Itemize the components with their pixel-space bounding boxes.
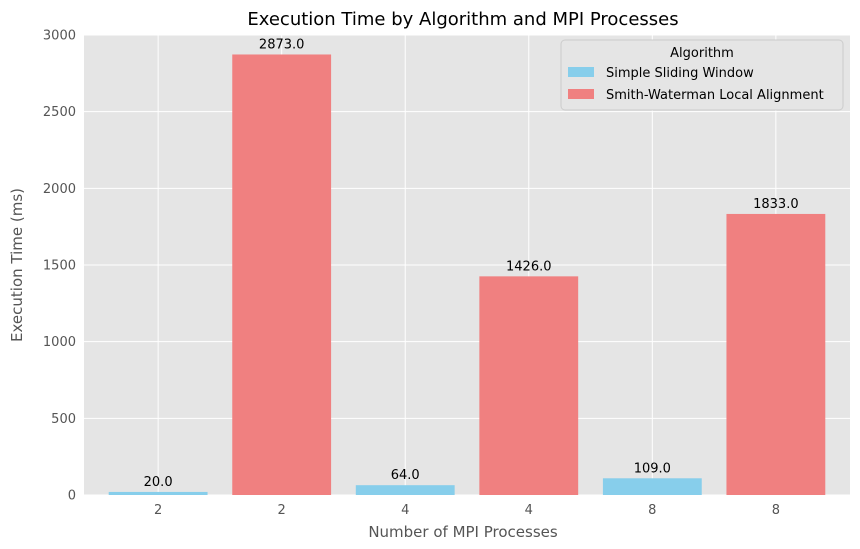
legend-swatch-smith-waterman [568,89,594,99]
y-gridlines [84,34,850,496]
bar-value-label: 20.0 [144,475,173,490]
bars [108,54,826,496]
x-tick-label: 4 [525,503,533,518]
chart-title: Execution Time by Algorithm and MPI Proc… [247,9,678,30]
x-tick-label: 2 [278,503,286,518]
bar-simple-sliding-window-4 [355,485,455,495]
bar-smith-waterman-4 [479,276,579,495]
bar-smith-waterman-2 [232,54,332,496]
x-axis-label: Number of MPI Processes [368,523,558,541]
bar-value-label: 1426.0 [506,259,552,274]
bar-value-label: 1833.0 [753,197,799,212]
x-tick-labels: 2 2 4 4 8 8 [154,503,780,518]
legend-swatch-simple-sliding-window [568,67,594,77]
y-tick-label: 0 [68,489,76,504]
bar-value-label: 109.0 [634,461,671,476]
y-axis-label: Execution Time (ms) [8,188,26,342]
bar-simple-sliding-window-2 [108,491,208,495]
y-tick-label: 2500 [43,105,76,120]
bar-simple-sliding-window-8 [602,478,702,495]
bar-value-label: 2873.0 [259,37,305,52]
y-tick-label: 3000 [43,29,76,44]
y-tick-label: 1500 [43,259,76,274]
legend-box [560,39,844,111]
bar-value-label: 64.0 [391,468,420,483]
legend-label-smith-waterman: Smith-Waterman Local Alignment [606,88,824,103]
legend: Algorithm Simple Sliding Window Smith-Wa… [560,39,844,111]
legend-label-simple-sliding-window: Simple Sliding Window [606,66,754,81]
y-tick-label: 2000 [43,182,76,197]
bar-smith-waterman-8 [726,213,826,495]
legend-title: Algorithm [670,46,734,61]
y-tick-label: 1000 [43,335,76,350]
y-tick-label: 500 [51,412,76,427]
x-tick-label: 4 [401,503,409,518]
x-tick-label: 8 [648,503,656,518]
x-tick-label: 8 [772,503,780,518]
bar-value-labels: 20.0 2873.0 64.0 1426.0 109.0 1833.0 [144,37,799,489]
x-tick-label: 2 [154,503,162,518]
y-tick-labels: 0 500 1000 1500 2000 2500 3000 [43,29,76,504]
